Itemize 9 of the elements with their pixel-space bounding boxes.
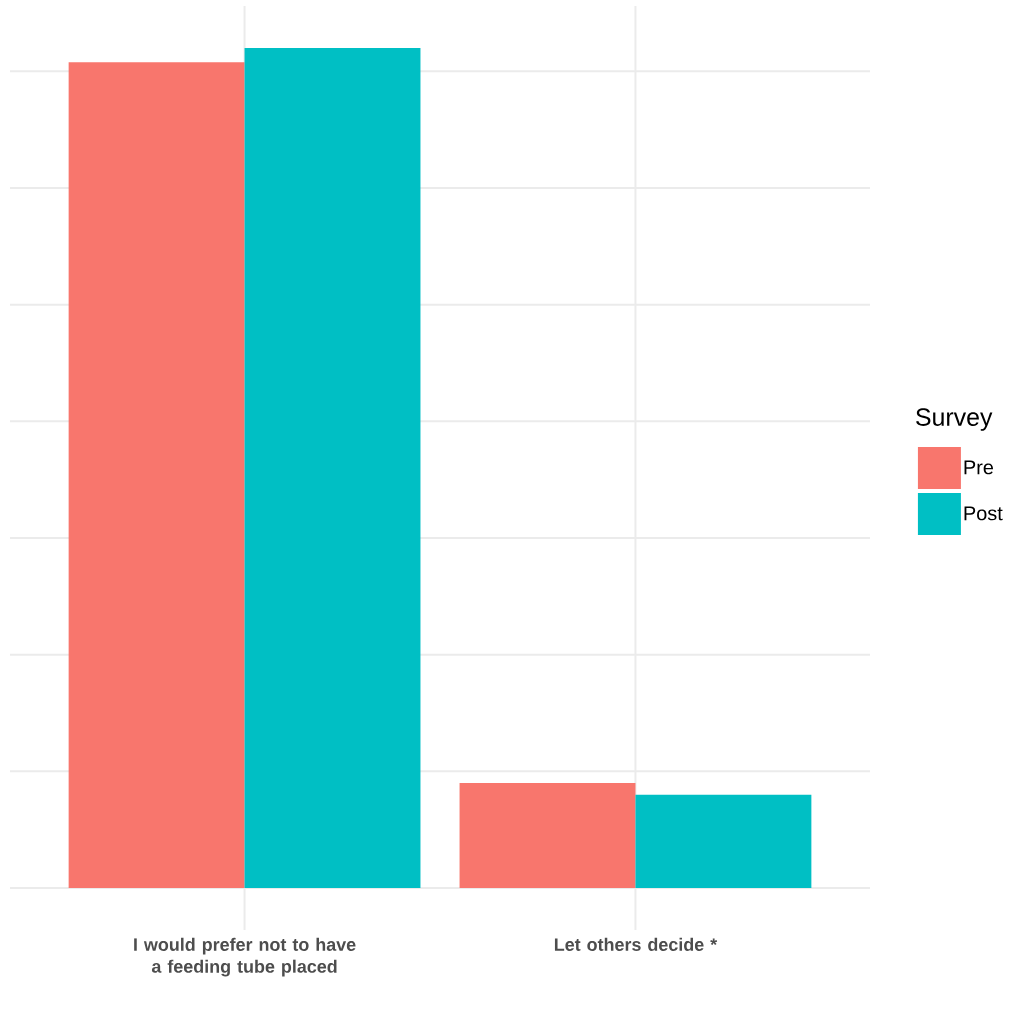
bar [68, 62, 245, 888]
x-tick-label: Let others decide * [554, 937, 718, 951]
legend-label: Pre [964, 460, 994, 475]
bar [459, 782, 636, 888]
bar [244, 47, 421, 888]
x-tick-label: I would prefer not to have a feeding tube placed [134, 937, 356, 977]
bar [635, 794, 812, 888]
legend-title: Survey [916, 408, 993, 431]
legend-label: Post [964, 506, 1003, 521]
